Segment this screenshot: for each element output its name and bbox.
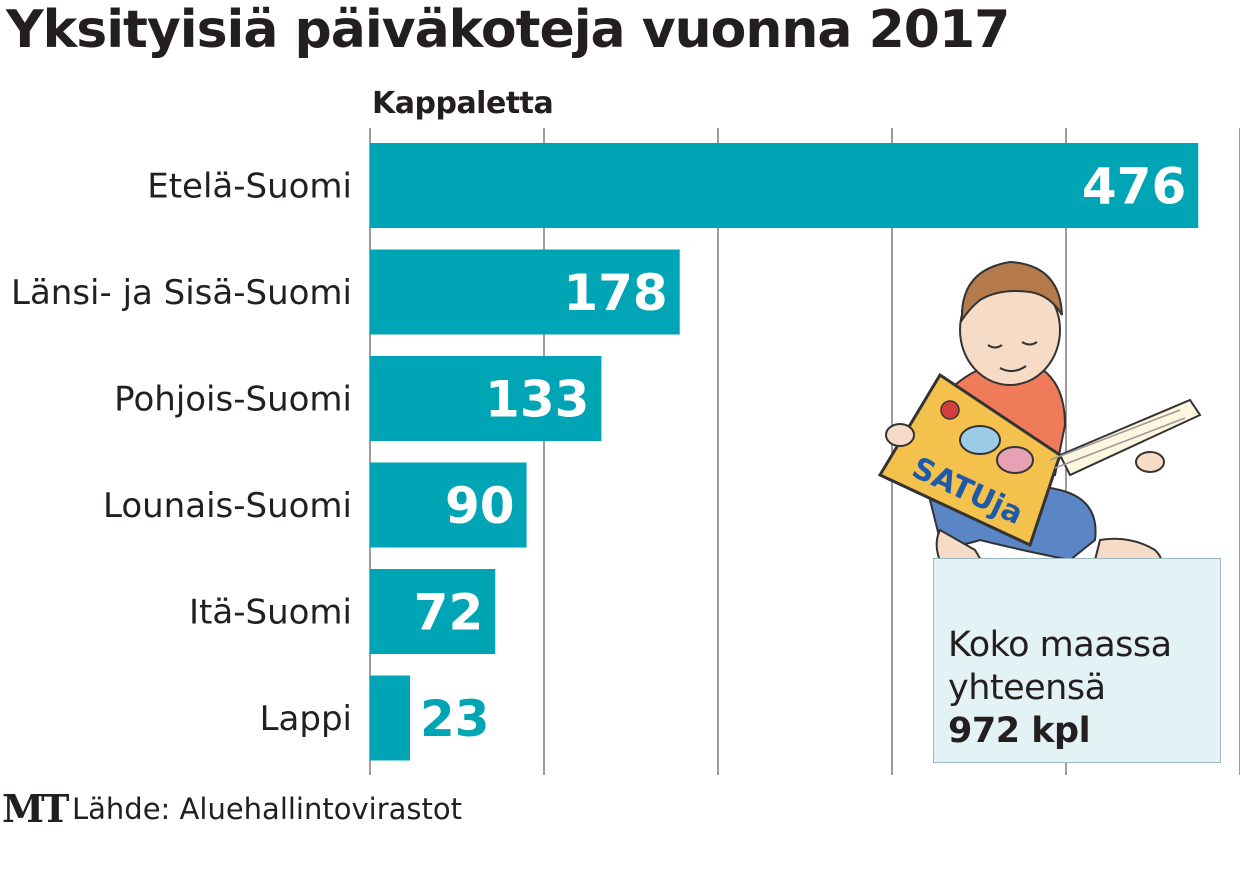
- value-label: 178: [563, 264, 667, 322]
- total-line-1: Koko maassa: [948, 625, 1172, 665]
- value-label: 476: [1082, 158, 1186, 216]
- bar: [370, 356, 602, 441]
- total-line-2: yhteensä: [948, 668, 1106, 708]
- value-labels: 476 178 133 90 72 23: [414, 158, 1187, 749]
- bar: [370, 249, 680, 335]
- value-label: 90: [445, 477, 515, 535]
- category-label: Pohjois-Suomi: [114, 380, 352, 420]
- value-label: 72: [414, 584, 484, 642]
- category-labels: Etelä-Suomi Länsi- ja Sisä-Suomi Pohjois-S…: [11, 167, 352, 740]
- bar: [370, 569, 496, 654]
- source-note: Lähde: Aluehallintovirastot: [72, 792, 462, 826]
- value-label: 133: [485, 371, 589, 429]
- total-summary-text: Koko maassa yhteensä 972 kpl: [948, 624, 1218, 753]
- chart-bars: [370, 143, 1199, 761]
- category-label: Lappi: [260, 699, 352, 739]
- value-label: 23: [420, 690, 490, 748]
- category-label: Itä-Suomi: [189, 593, 352, 633]
- total-value: 972 kpl: [948, 711, 1091, 751]
- bar: [370, 462, 527, 548]
- category-label: Länsi- ja Sisä-Suomi: [11, 273, 352, 313]
- category-label: Etelä-Suomi: [147, 167, 352, 207]
- category-label: Lounais-Suomi: [103, 486, 352, 526]
- chart-title: Yksityisiä päiväkoteja vuonna 2017: [6, 0, 1010, 60]
- axis-unit-label: Kappaletta: [372, 86, 554, 121]
- bar: [370, 675, 411, 761]
- child-reading-illustration: SATUja: [877, 260, 1202, 590]
- total-summary-box: [933, 558, 1221, 763]
- bar: [370, 143, 1199, 228]
- mt-logo: MT: [2, 786, 69, 831]
